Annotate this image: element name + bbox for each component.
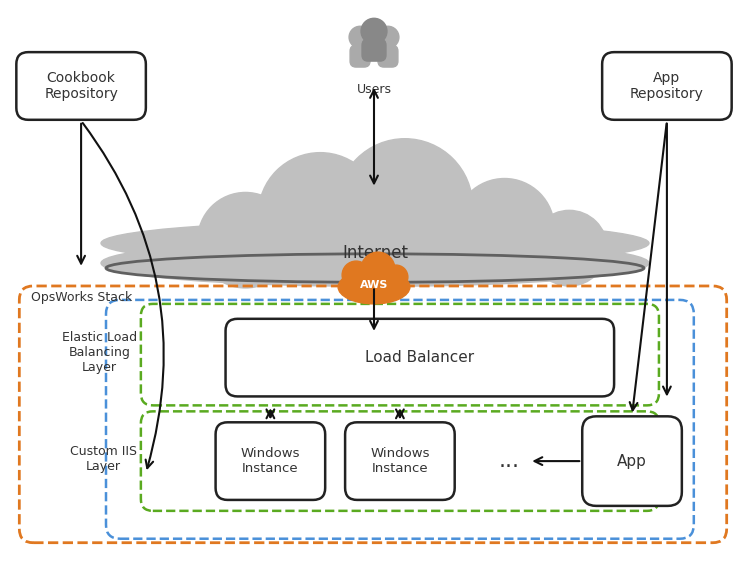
Circle shape [377, 26, 399, 48]
Circle shape [258, 153, 382, 276]
FancyBboxPatch shape [345, 422, 455, 500]
Text: Windows
Instance: Windows Instance [371, 447, 430, 475]
Text: App
Repository: App Repository [630, 71, 704, 101]
Text: Elastic Load
Balancing
Layer: Elastic Load Balancing Layer [62, 331, 137, 374]
Text: Custom IIS
Layer: Custom IIS Layer [70, 445, 137, 473]
Text: Users: Users [356, 83, 391, 96]
Ellipse shape [101, 221, 649, 265]
Text: AWS: AWS [360, 280, 388, 290]
Text: Windows
Instance: Windows Instance [241, 447, 300, 475]
Text: OpsWorks Stack: OpsWorks Stack [31, 291, 132, 304]
Text: ...: ... [499, 451, 520, 471]
Circle shape [361, 252, 395, 286]
Ellipse shape [101, 240, 649, 287]
Circle shape [349, 26, 371, 48]
FancyBboxPatch shape [362, 39, 386, 61]
Circle shape [455, 179, 554, 278]
FancyBboxPatch shape [602, 52, 731, 120]
FancyBboxPatch shape [350, 45, 370, 67]
Circle shape [198, 192, 294, 288]
FancyBboxPatch shape [226, 319, 614, 396]
Circle shape [384, 265, 408, 289]
Circle shape [361, 19, 387, 44]
Circle shape [531, 210, 607, 286]
Text: Load Balancer: Load Balancer [365, 350, 474, 365]
FancyBboxPatch shape [16, 52, 146, 120]
Text: Internet: Internet [342, 244, 408, 262]
FancyBboxPatch shape [582, 416, 682, 506]
FancyBboxPatch shape [378, 45, 398, 67]
Text: Cookbook
Repository: Cookbook Repository [44, 71, 118, 101]
Ellipse shape [338, 270, 410, 304]
Text: App: App [617, 454, 647, 469]
FancyBboxPatch shape [216, 422, 325, 500]
Circle shape [337, 139, 473, 274]
Circle shape [342, 261, 370, 289]
